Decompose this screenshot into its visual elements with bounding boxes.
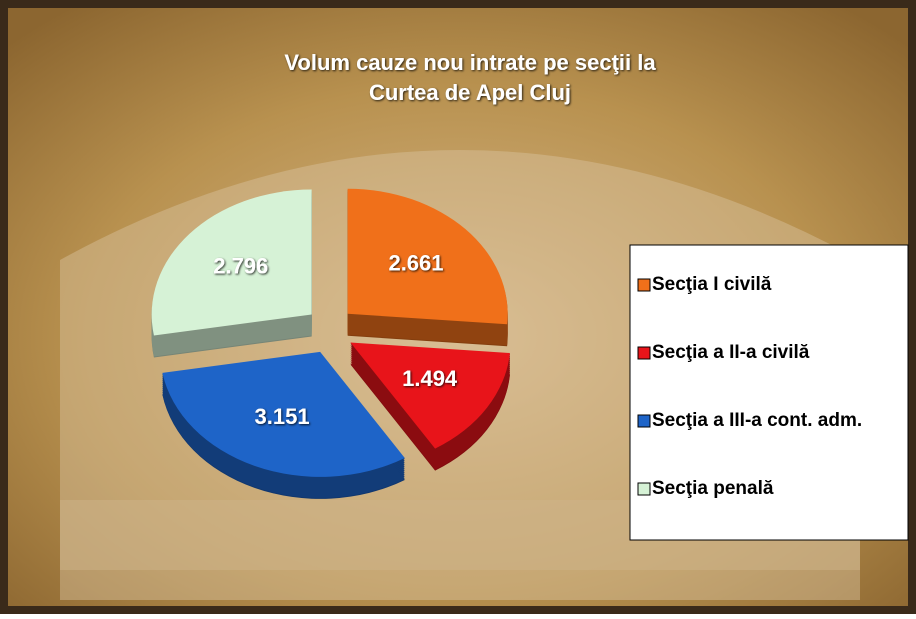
value-label: 2.796 xyxy=(213,254,268,279)
title-line: Volum cauze nou intrate pe secţii la xyxy=(284,50,656,75)
legend-swatch xyxy=(638,415,650,427)
legend-label: Secţia I civilă xyxy=(652,274,772,295)
legend-swatch xyxy=(638,483,650,495)
value-label: 3.151 xyxy=(255,404,310,429)
legend-label: Secţia a II-a civilă xyxy=(652,342,810,363)
legend-swatch xyxy=(638,279,650,291)
legend-swatch xyxy=(638,347,650,359)
value-label: 1.494 xyxy=(402,366,458,391)
value-label: 2.661 xyxy=(388,251,443,276)
title-line: Curtea de Apel Cluj xyxy=(369,80,571,105)
chart: Volum cauze nou intrate pe secţii la Cur… xyxy=(0,0,916,614)
legend-label: Secţia penală xyxy=(652,478,774,499)
legend-label: Secţia a III-a cont. adm. xyxy=(652,410,862,431)
